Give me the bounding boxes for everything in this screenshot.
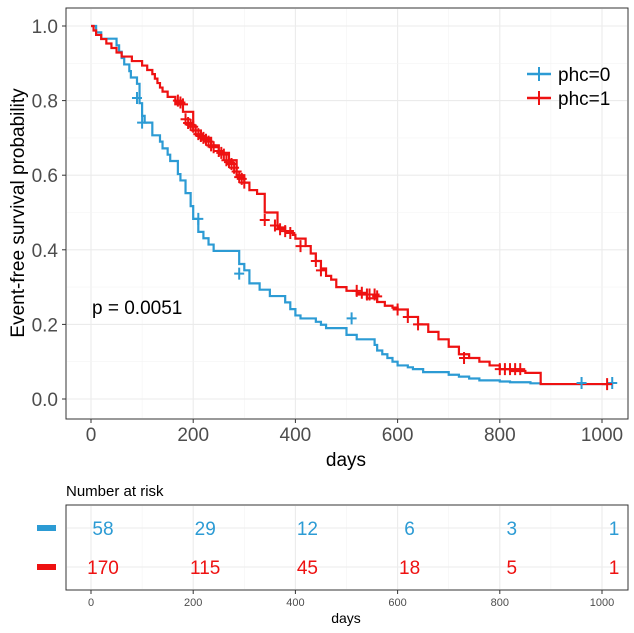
- y-tick-label: 0.6: [32, 166, 58, 187]
- legend-label-phc0: phc=0: [558, 65, 610, 86]
- censor-mark: [269, 219, 280, 232]
- risk-x-tick-label: 600: [388, 597, 406, 609]
- censor-mark: [576, 376, 587, 389]
- risk-count-phc0: 6: [404, 519, 415, 540]
- risk-table-border: [65, 504, 629, 591]
- censor-mark: [515, 363, 526, 376]
- plot-panel: p = 0.0051: [65, 7, 629, 420]
- censor-mark: [208, 141, 219, 154]
- risk-count-phc1: 170: [87, 558, 119, 579]
- censor-mark: [351, 284, 362, 297]
- p-value-annotation: p = 0.0051: [92, 298, 182, 319]
- x-tick-label: 400: [280, 425, 312, 446]
- censor-mark: [372, 290, 383, 303]
- censor-mark: [346, 312, 357, 325]
- y-tick-label: 1.0: [32, 17, 58, 38]
- risk-count-phc1: 115: [190, 558, 220, 579]
- censor-mark: [259, 213, 270, 226]
- risk-count-phc0: 12: [297, 519, 318, 540]
- x-tick-label: 600: [382, 425, 414, 446]
- censor-mark: [234, 267, 245, 280]
- risk-x-ticks: 0 200 400 600 800 1000: [88, 590, 614, 609]
- censor-mark: [280, 225, 291, 238]
- y-tick-label: 0.8: [32, 92, 58, 113]
- risk-count-phc0: 58: [92, 519, 113, 540]
- risk-x-tick-label: 0: [88, 597, 94, 609]
- risk-numbers: 58 29 12 6 3 1 170 115 45 18 5 1: [87, 519, 619, 579]
- censor-mark: [193, 212, 204, 225]
- censor-mark: [602, 378, 613, 391]
- x-tick-label: 1000: [581, 425, 623, 446]
- censor-mark: [310, 254, 321, 267]
- risk-count-phc1: 5: [507, 558, 518, 579]
- risk-count-phc1: 1: [609, 558, 620, 579]
- risk-row-swatch-phc0: [37, 525, 56, 531]
- risk-count-phc0: 29: [195, 519, 216, 540]
- censor-mark: [137, 116, 148, 129]
- censor-mark: [356, 286, 367, 299]
- grid-lines: [67, 9, 627, 418]
- risk-row-swatch-phc1: [37, 564, 56, 570]
- censor-mark: [177, 98, 188, 111]
- y-tick-label: 0.0: [32, 390, 58, 411]
- risk-count-phc0: 3: [507, 519, 518, 540]
- risk-grid-lines: [67, 506, 627, 589]
- censor-mark: [131, 91, 142, 104]
- risk-x-tick-label: 800: [491, 597, 509, 609]
- legend: phc=0 phc=1: [527, 65, 610, 110]
- censor-mark: [239, 176, 250, 189]
- x-tick-label: 800: [484, 425, 516, 446]
- risk-x-tick-label: 1000: [590, 597, 614, 609]
- risk-x-axis-title: days: [331, 610, 361, 626]
- x-tick-label: 200: [177, 425, 209, 446]
- censor-marks: [131, 91, 618, 391]
- censor-mark: [315, 264, 326, 277]
- x-tick-label: 0: [86, 425, 97, 446]
- censor-mark: [285, 227, 296, 240]
- legend-item-phc1: phc=1: [527, 89, 610, 110]
- risk-count-phc1: 45: [297, 558, 318, 579]
- y-tick-label: 0.4: [32, 241, 59, 262]
- survival-curve-phc0: [91, 24, 613, 386]
- risk-table: Number at risk 58 29 12 6 3 1 170 115 45 18 5 1 0 20…: [37, 483, 629, 626]
- legend-label-phc1: phc=1: [558, 89, 610, 110]
- x-axis-title: days: [326, 450, 366, 471]
- plot-border: [65, 7, 629, 420]
- risk-count-phc0: 1: [609, 519, 620, 540]
- y-axis-ticks: 0.0 0.2 0.4 0.6 0.8 1.0: [32, 17, 66, 411]
- censor-mark: [402, 310, 413, 323]
- censor-mark: [392, 303, 403, 316]
- censor-mark: [459, 351, 470, 364]
- y-tick-label: 0.2: [32, 315, 58, 336]
- censor-mark: [413, 318, 424, 331]
- risk-x-tick-label: 400: [286, 597, 304, 609]
- risk-table-title: Number at risk: [66, 483, 164, 500]
- y-axis-title: Event-free survival probability: [8, 88, 29, 338]
- risk-x-tick-label: 200: [184, 597, 202, 609]
- x-axis-ticks: 0 200 400 600 800 1000: [86, 419, 623, 446]
- legend-item-phc0: phc=0: [527, 65, 610, 86]
- censor-mark: [295, 240, 306, 253]
- censor-mark: [275, 223, 286, 236]
- censor-mark: [607, 376, 618, 389]
- risk-count-phc1: 18: [399, 558, 420, 579]
